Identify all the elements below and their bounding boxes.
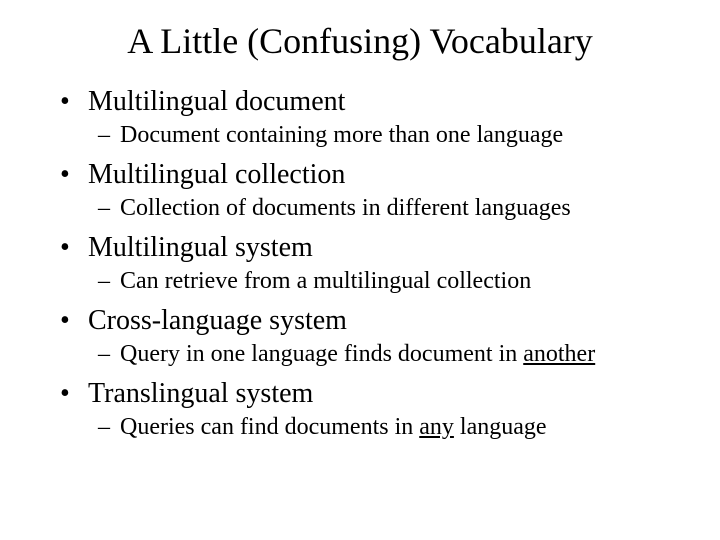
sub-text-pre: Query in one language finds document in — [120, 341, 523, 367]
list-sub-item: Collection of documents in different lan… — [98, 195, 680, 222]
list-sub-item: Can retrieve from a multilingual collect… — [98, 268, 680, 295]
sub-text-pre: Queries can find documents in — [120, 414, 419, 440]
sub-text-post: language — [454, 414, 547, 440]
list-item: Translingual system — [60, 378, 680, 410]
sub-text-underline: any — [419, 414, 454, 440]
vocabulary-list: Multilingual document Document containin… — [40, 86, 680, 441]
list-item: Multilingual collection — [60, 159, 680, 191]
slide-title: A Little (Confusing) Vocabulary — [40, 20, 680, 62]
list-sub-item: Query in one language finds document in … — [98, 341, 680, 368]
list-item: Multilingual system — [60, 232, 680, 264]
list-sub-item: Document containing more than one langua… — [98, 122, 680, 149]
list-item: Cross-language system — [60, 305, 680, 337]
list-item: Multilingual document — [60, 86, 680, 118]
sub-text-underline: another — [523, 341, 595, 367]
list-sub-item: Queries can find documents in any langua… — [98, 414, 680, 441]
